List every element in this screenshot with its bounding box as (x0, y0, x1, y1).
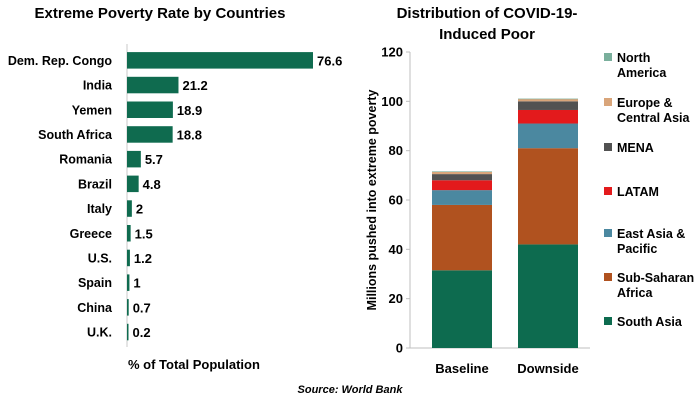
bar (127, 249, 130, 267)
stack-segment (432, 171, 492, 175)
category-label: India (83, 79, 113, 93)
right-chart-title: Distribution of COVID-19-Induced Poor (396, 5, 578, 43)
data-label: 0.2 (133, 325, 151, 340)
y-tick-label: 80 (389, 143, 403, 158)
x-tick-label: Baseline (435, 361, 488, 376)
legend-swatch (604, 143, 612, 151)
y-tick-label: 40 (389, 242, 403, 257)
bar (127, 323, 129, 341)
bar (127, 225, 131, 242)
data-label: 4.8 (143, 177, 161, 192)
x-tick-label: Downside (517, 361, 578, 376)
data-label: 5.7 (145, 152, 163, 167)
bar (127, 175, 139, 193)
stack-segment (518, 98, 578, 102)
category-label: China (77, 301, 113, 315)
data-label: 1.5 (135, 226, 153, 241)
y-tick-label: 100 (381, 94, 403, 109)
y-axis-title: Millions pushed into extreme poverty (365, 90, 379, 311)
stack-segment (518, 123, 578, 149)
stack-segment (432, 180, 492, 191)
stack-segment (518, 98, 578, 100)
legend-label: East Asia & Pacific (617, 227, 685, 256)
category-label: Spain (78, 276, 112, 290)
data-label: 1.2 (134, 251, 152, 266)
data-label: 21.2 (182, 78, 207, 93)
covid-poor-stacked-chart: 0 20 40 60 80 100 120 Millions pushed into extr… (365, 45, 694, 377)
category-label: Italy (87, 202, 112, 216)
y-tick-label: 20 (389, 291, 403, 306)
stack-segment (518, 109, 578, 124)
category-label: Greece (70, 227, 112, 241)
bar (127, 200, 132, 217)
bar (127, 126, 173, 143)
data-label: 18.9 (177, 103, 202, 118)
bar (127, 299, 129, 316)
bar (127, 101, 173, 118)
bar (127, 76, 179, 94)
stack-segment (518, 101, 578, 110)
source-note: Source: World Bank (297, 384, 403, 396)
legend-swatch (604, 53, 612, 61)
left-chart-xlabel: % of Total Population (128, 357, 260, 372)
y-tick-label: 60 (389, 193, 403, 208)
category-label: Yemen (72, 103, 112, 117)
legend-label: LATAM (617, 185, 659, 199)
legend-swatch (604, 187, 612, 195)
stack-segment (432, 204, 492, 271)
legend-label: South Asia (617, 315, 683, 329)
data-label: 18.8 (177, 127, 202, 142)
data-label: 76.6 (317, 53, 342, 68)
bar (127, 274, 130, 291)
legend-label: Europe & Central Asia (617, 96, 691, 125)
legend-swatch (604, 98, 612, 106)
left-chart-title: Extreme Poverty Rate by Countries (34, 5, 286, 22)
category-label: U.S. (88, 251, 112, 265)
legend-label: Sub-Saharan Africa (617, 271, 694, 300)
legend-swatch (604, 317, 612, 325)
category-label: Brazil (78, 177, 112, 191)
category-label: U.K. (87, 326, 112, 340)
category-label: South Africa (38, 128, 113, 142)
stack-segment (518, 148, 578, 245)
data-label: 0.7 (133, 300, 151, 315)
stack-segment (432, 171, 492, 172)
bar (127, 150, 141, 168)
legend-swatch (604, 229, 612, 237)
y-tick-label: 120 (381, 45, 403, 60)
data-label: 1 (133, 276, 140, 291)
bar (127, 52, 313, 69)
legend-label: MENA (617, 141, 654, 155)
legend-label: North America (617, 51, 667, 80)
category-label: Romania (59, 153, 113, 167)
stack-segment (432, 190, 492, 205)
y-tick-label: 0 (396, 341, 403, 356)
stack-segment (518, 244, 578, 348)
data-label: 2 (136, 202, 143, 217)
legend-swatch (604, 273, 612, 281)
stack-segment (432, 174, 492, 181)
category-label: Dem. Rep. Congo (8, 54, 113, 68)
stack-segment (432, 270, 492, 348)
